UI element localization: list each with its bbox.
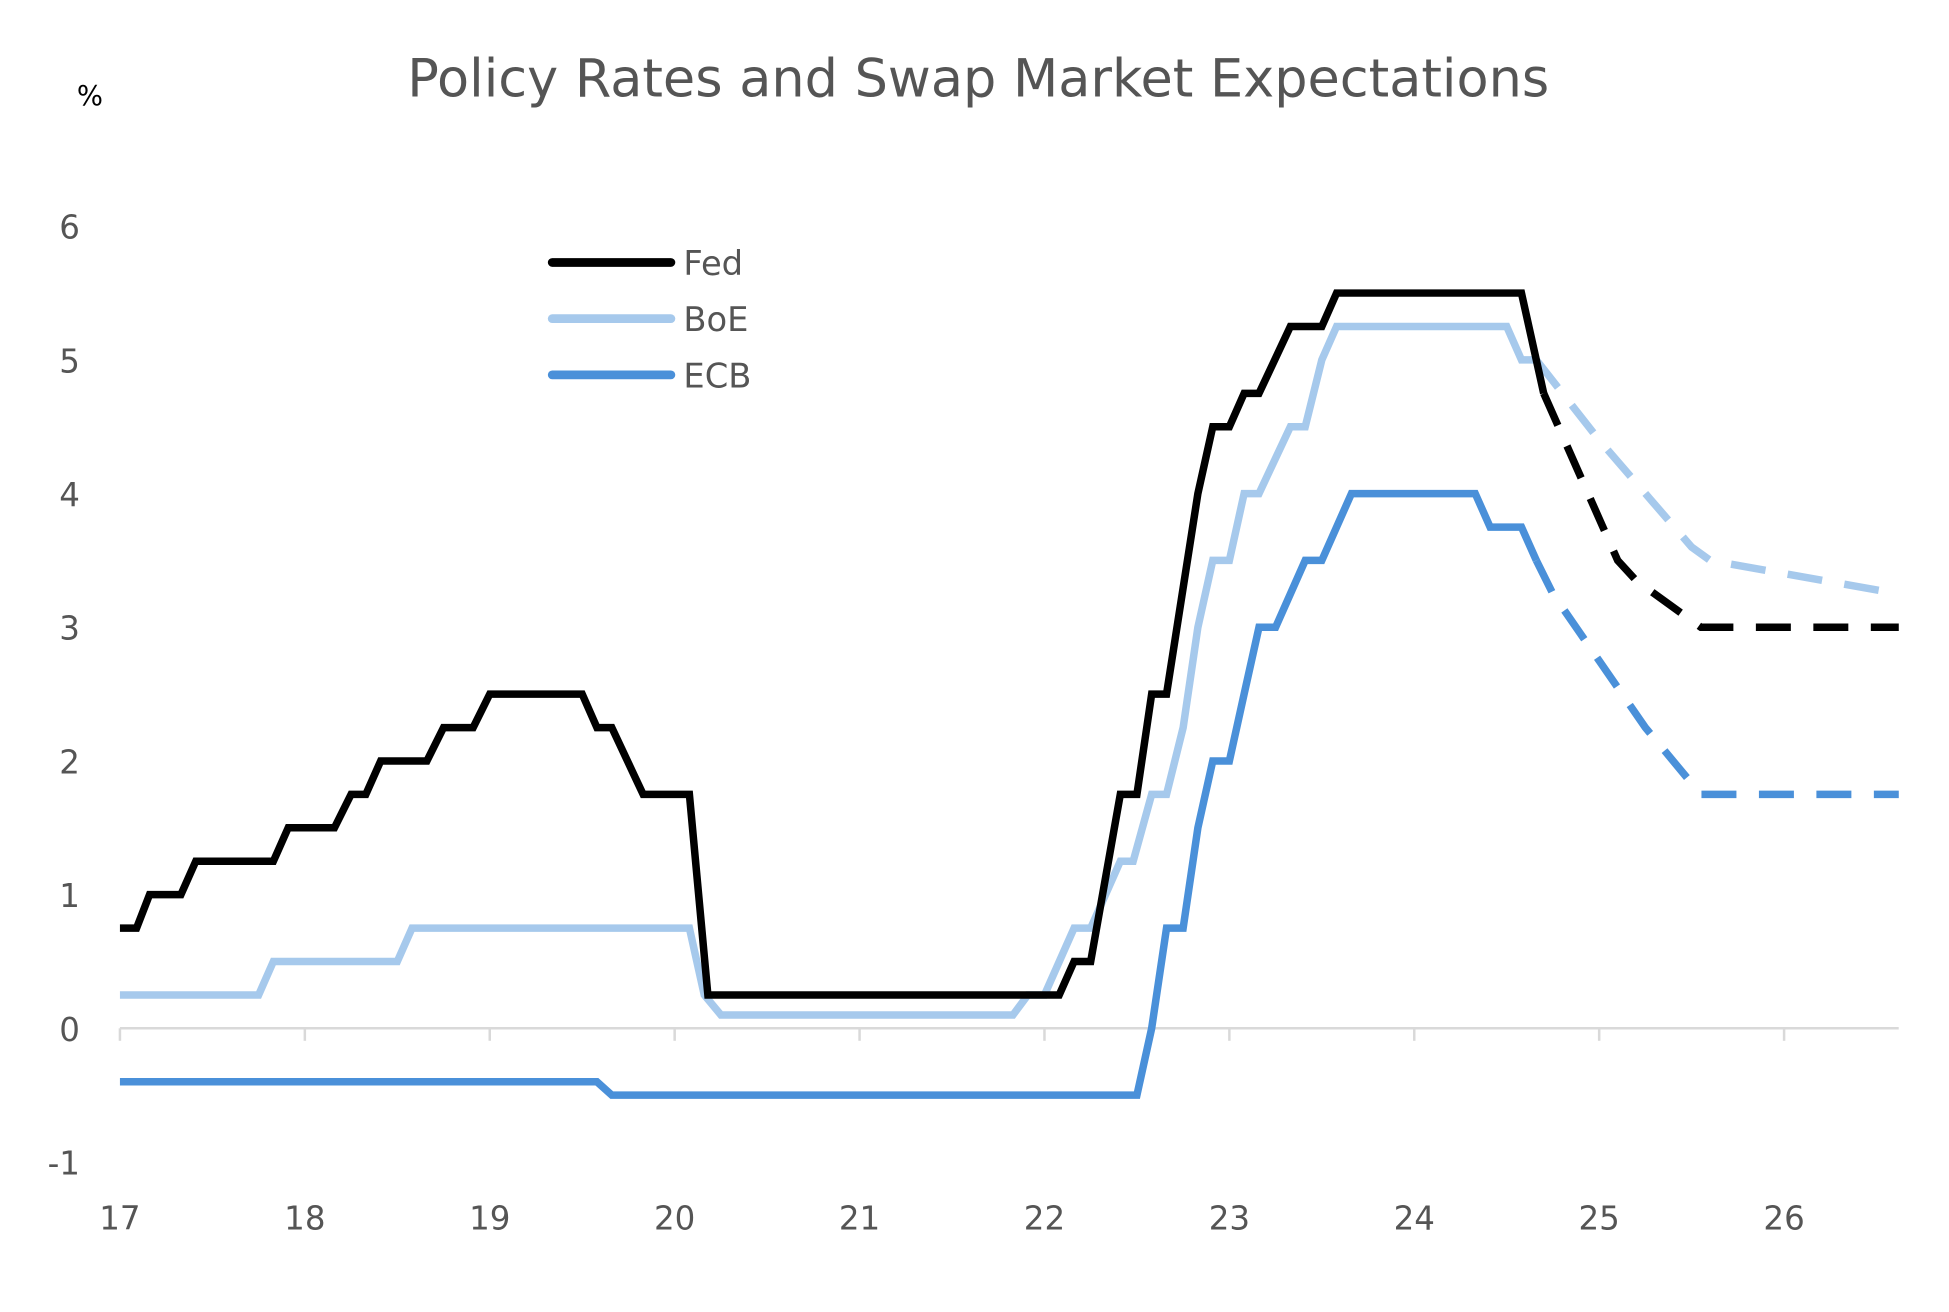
fed-actual-line [119, 289, 1548, 999]
legend-label: BoE [683, 300, 748, 339]
series-lines [119, 289, 1900, 1099]
x-tick-label: 19 [469, 1199, 510, 1237]
x-tick-label: 21 [839, 1199, 880, 1237]
y-tick-label: 2 [59, 743, 80, 781]
y-tick-label: 1 [59, 877, 80, 915]
y-tick-label: 6 [59, 209, 80, 247]
chart-title: Policy Rates and Swap Market Expectation… [407, 48, 1549, 109]
x-tick-label: 22 [1024, 1199, 1065, 1237]
y-axis-unit-label: % [77, 80, 103, 112]
legend-item-boe: BoE [547, 300, 748, 339]
y-tick-label: 0 [59, 1011, 80, 1049]
legend-label: ECB [683, 356, 751, 395]
y-tick-label: 4 [59, 476, 80, 514]
legend: Fed BoE ECB [547, 244, 751, 395]
x-tick-label: 23 [1209, 1199, 1250, 1237]
boe-expected-line [1533, 357, 1900, 598]
x-tick-label: 17 [99, 1199, 140, 1237]
x-tick-label: 25 [1579, 1199, 1620, 1237]
y-tick-label: 5 [59, 342, 80, 380]
y-tick-label: 3 [59, 610, 80, 648]
x-tick-label: 20 [654, 1199, 695, 1237]
x-tick-label: 18 [284, 1199, 325, 1237]
boe-actual-line [119, 322, 1537, 1019]
x-tick-label: 26 [1763, 1199, 1804, 1237]
ecb-actual-line [119, 489, 1540, 1099]
x-tick-label: 24 [1394, 1199, 1435, 1237]
fed-expected-line [1540, 391, 1899, 632]
legend-item-ecb: ECB [547, 356, 751, 395]
legend-label: Fed [683, 244, 743, 283]
legend-item-fed: Fed [547, 244, 743, 283]
ecb-expected-line [1532, 558, 1899, 799]
y-tick-label: -1 [48, 1144, 80, 1182]
